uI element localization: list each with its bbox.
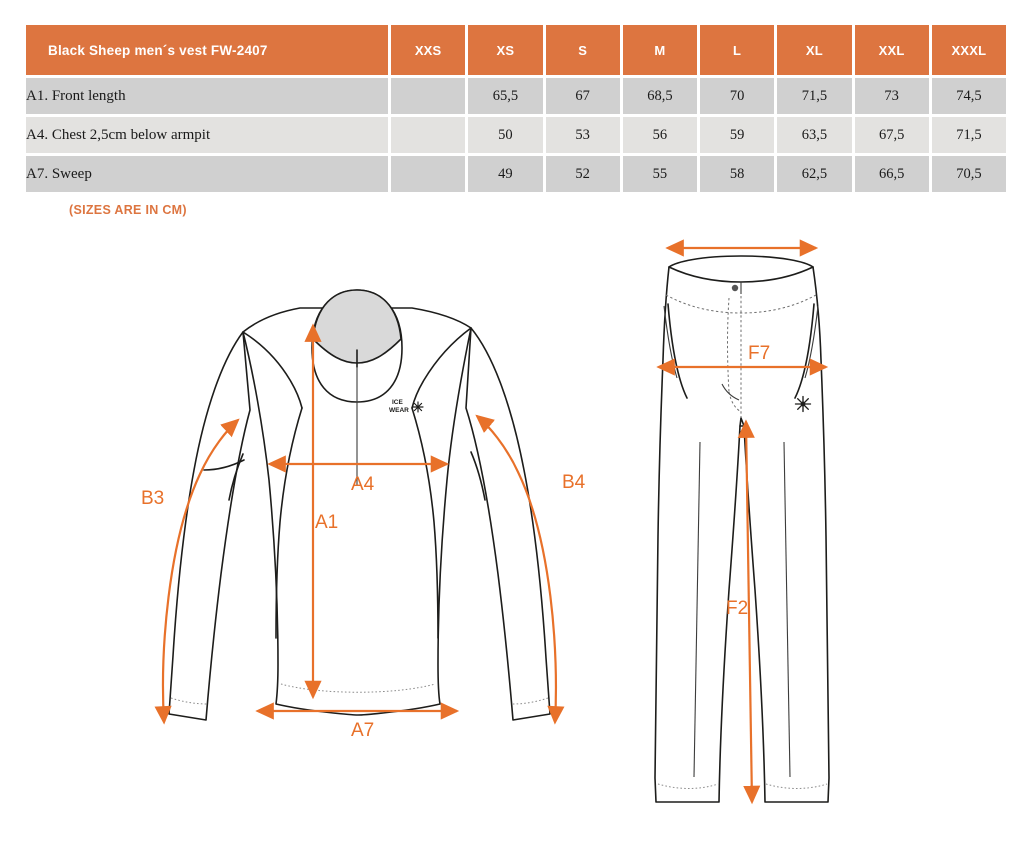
- measurement-value: 71,5: [931, 117, 1006, 153]
- fly-inner-curve: [721, 383, 740, 401]
- size-column-header-xxl: XXL: [854, 25, 929, 75]
- measurement-value: [391, 156, 466, 192]
- left-hem-stitch: [657, 783, 719, 789]
- right-underarm-seam: [411, 407, 439, 639]
- measurement-value: 50: [468, 117, 543, 153]
- table-header-row: Black Sheep men´s vest FW-2407 XXS XS S …: [26, 25, 1006, 75]
- size-column-header-s: S: [545, 25, 620, 75]
- hem-stitch-line: [280, 683, 436, 693]
- measurement-value: 70: [700, 78, 775, 114]
- table-row: A7. Sweep 49 52 55 58 62,5 66,5 70,5: [26, 156, 1006, 192]
- measurement-value: 58: [700, 156, 775, 192]
- size-column-header-xs: XS: [468, 25, 543, 75]
- left-raglan-seam: [242, 331, 303, 409]
- measurement-value: 65,5: [468, 78, 543, 114]
- table-row: A4. Chest 2,5cm below armpit 50 53 56 59…: [26, 117, 1006, 153]
- size-column-header-m: M: [622, 25, 697, 75]
- waistband-bottom-edge: [665, 294, 817, 314]
- dimension-label-b4: B4: [562, 472, 586, 493]
- table-title-cell: Black Sheep men´s vest FW-2407: [26, 25, 388, 75]
- waist-button-icon: [731, 284, 739, 292]
- measurement-value: [391, 78, 466, 114]
- measurement-value: 71,5: [777, 78, 852, 114]
- brand-logo: ICE WEAR: [389, 399, 424, 414]
- size-column-header-xxs: XXS: [391, 25, 466, 75]
- measurement-value: 52: [545, 156, 620, 192]
- measurement-value: 55: [622, 156, 697, 192]
- dimension-label-f7: F7: [748, 343, 770, 364]
- dimension-label-a7: A7: [351, 720, 374, 741]
- left-underarm-seam: [275, 407, 303, 639]
- measurement-value: 59: [700, 117, 775, 153]
- measurement-value: 63,5: [777, 117, 852, 153]
- snowflake-icon: [412, 401, 424, 413]
- brand-logo-line2: WEAR: [389, 407, 409, 414]
- trousers-outline: [654, 255, 830, 803]
- size-column-header-xl: XL: [777, 25, 852, 75]
- measurement-value: 67: [545, 78, 620, 114]
- dimension-label-f6: F6: [727, 232, 749, 234]
- collar-inner-opening: [312, 289, 402, 364]
- dimension-label-b3: B3: [141, 488, 164, 509]
- dimension-label-a1: A1: [315, 512, 338, 533]
- measurement-value: 56: [622, 117, 697, 153]
- measurement-value: [391, 117, 466, 153]
- measurement-label: A4. Chest 2,5cm below armpit: [26, 117, 388, 153]
- table-head: Black Sheep men´s vest FW-2407 XXS XS S …: [26, 25, 1006, 75]
- trousers-drawing: F6 F7 F2: [654, 232, 830, 805]
- fly-stitch-line: [727, 297, 730, 393]
- brand-logo-line1: ICE: [392, 399, 404, 406]
- table-body: A1. Front length 65,5 67 68,5 70 71,5 73…: [26, 78, 1006, 192]
- measurement-value: 66,5: [854, 156, 929, 192]
- top-garment-drawing: ICE WEAR B3 B4 A4 A1: [141, 289, 586, 741]
- right-leg-inner-seam: [783, 441, 791, 778]
- dimension-arrow-b4: [475, 414, 565, 725]
- measurement-value: 49: [468, 156, 543, 192]
- right-raglan-seam: [411, 327, 472, 409]
- dimension-arrow-f2: [737, 419, 761, 805]
- measurement-value: 73: [854, 78, 929, 114]
- measurements-table: Black Sheep men´s vest FW-2407 XXS XS S …: [23, 22, 1009, 195]
- measurement-label: A1. Front length: [26, 78, 388, 114]
- left-leg-inner-seam: [693, 441, 701, 778]
- dimension-label-a4: A4: [351, 474, 375, 495]
- size-column-header-l: L: [700, 25, 775, 75]
- right-hem-stitch: [765, 783, 828, 789]
- dimension-arrow-b3: [154, 418, 240, 725]
- table-row: A1. Front length 65,5 67 68,5 70 71,5 73…: [26, 78, 1006, 114]
- garment-technical-drawings: ICE WEAR B3 B4 A4 A1: [0, 232, 1032, 852]
- measurement-value: 74,5: [931, 78, 1006, 114]
- measurement-value: 62,5: [777, 156, 852, 192]
- size-chart-table: Black Sheep men´s vest FW-2407 XXS XS S …: [23, 22, 1009, 195]
- measurement-value: 53: [545, 117, 620, 153]
- measurement-value: 67,5: [854, 117, 929, 153]
- measurement-value: 68,5: [622, 78, 697, 114]
- units-note: (SIZES ARE IN CM): [69, 203, 187, 217]
- measurement-label: A7. Sweep: [26, 156, 388, 192]
- dimension-label-f2: F2: [726, 598, 748, 619]
- size-column-header-xxxl: XXXL: [931, 25, 1006, 75]
- measurement-value: 70,5: [931, 156, 1006, 192]
- snowflake-icon: [794, 395, 812, 413]
